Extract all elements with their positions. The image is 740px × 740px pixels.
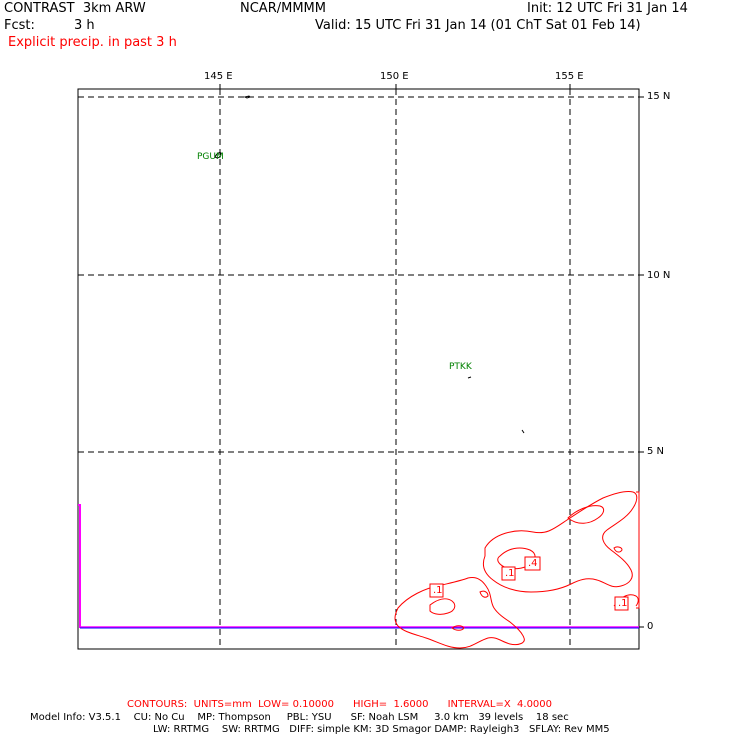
contour-south-inner xyxy=(429,598,456,615)
contour-south-main xyxy=(394,577,525,649)
grid-lines xyxy=(78,89,639,649)
island-guam xyxy=(214,152,222,159)
lon-label-155: 155 E xyxy=(555,71,584,82)
contour-label-4: .1 xyxy=(618,598,628,609)
forecast-label: Fcst: xyxy=(4,18,35,33)
valid-time: Valid: 15 UTC Fri 31 Jan 14 (01 ChT Sat … xyxy=(315,18,641,33)
init-time: Init: 12 UTC Fri 31 Jan 14 xyxy=(527,1,688,16)
island-chuuk xyxy=(467,376,472,379)
lat-label-5: 5 N xyxy=(647,446,665,457)
contour-south-cell xyxy=(479,590,489,598)
field-title: Explicit precip. in past 3 h xyxy=(8,35,177,50)
map-frame xyxy=(77,88,640,650)
contour-east-outer xyxy=(482,491,638,593)
lat-label-15: 15 N xyxy=(647,91,671,102)
lon-label-150: 150 E xyxy=(380,71,409,82)
contour-south-core xyxy=(451,625,465,631)
contour-label-2: .1 xyxy=(505,568,515,579)
islands xyxy=(214,95,525,434)
tick-marks xyxy=(219,84,644,628)
island-east xyxy=(521,429,525,434)
lat-label-10: 10 N xyxy=(647,270,671,281)
contour-east-edge xyxy=(636,491,640,609)
station-pgum: PGUM xyxy=(197,152,224,162)
contour-label-3: .4 xyxy=(528,558,538,569)
domain-edge-line xyxy=(78,504,81,628)
contour-info: CONTOURS: UNITS=mm LOW= 0.10000 HIGH= 1.… xyxy=(127,699,553,710)
model-title: CONTRAST 3km ARW xyxy=(4,1,146,16)
contour-label-boxes xyxy=(429,556,629,611)
physics-info: LW: RRTMG SW: RRTMG DIFF: simple KM: 3D … xyxy=(153,724,610,735)
station-ptkk: PTKK xyxy=(449,362,472,372)
forecast-hour: 3 h xyxy=(74,18,95,33)
model-info: Model Info: V3.5.1 CU: No Cu MP: Thompso… xyxy=(30,712,569,723)
organization-label: NCAR/MMMM xyxy=(240,1,326,16)
contour-label-1: .1 xyxy=(433,585,443,596)
contour-east-small xyxy=(613,546,623,553)
island-north xyxy=(243,95,251,99)
lon-label-145: 145 E xyxy=(204,71,233,82)
precip-contours xyxy=(394,491,640,649)
lat-label-0: 0 xyxy=(647,621,654,632)
contour-northeast xyxy=(567,505,605,524)
